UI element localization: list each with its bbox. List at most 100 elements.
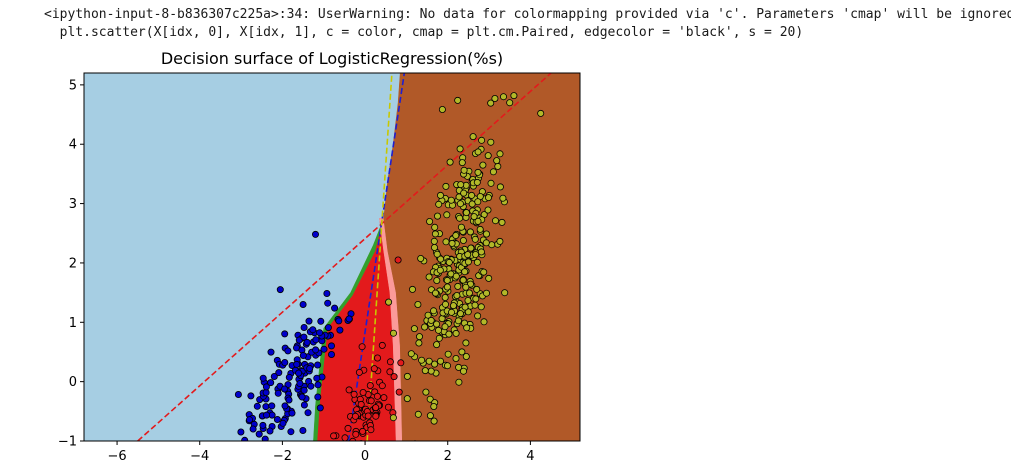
scatter-point [378, 341, 386, 349]
scatter-point [349, 437, 357, 441]
warning-line-1: <ipython-input-8-b836307c225a>:34: UserW… [44, 7, 1011, 22]
scatter-point [460, 166, 468, 174]
scatter-point [431, 223, 439, 231]
scatter-point [316, 329, 324, 337]
scatter-point [359, 388, 367, 396]
scatter-point [443, 276, 451, 284]
scatter-point [456, 214, 464, 222]
scatter-point [462, 339, 470, 347]
scatter-point [474, 148, 482, 156]
scatter-point [378, 382, 386, 390]
scatter-point [276, 286, 284, 294]
scatter-point [255, 430, 263, 438]
scatter-point [467, 244, 475, 252]
scatter-point [456, 200, 464, 208]
scatter-point [327, 350, 335, 358]
scatter-point [367, 397, 375, 405]
y-tick-label: 3 [69, 197, 77, 212]
scatter-point [247, 392, 255, 400]
scatter-point [241, 436, 249, 441]
scatter-point [262, 383, 270, 391]
scatter-point [397, 359, 405, 367]
scatter-point [454, 317, 462, 325]
scatter-point [496, 150, 504, 158]
scatter-point [284, 347, 292, 355]
scatter-point [464, 258, 472, 266]
y-tick-label: 4 [69, 138, 77, 153]
scatter-point [430, 243, 438, 251]
scatter-point [314, 393, 322, 401]
scatter-point [262, 411, 270, 419]
scatter-point [441, 300, 449, 308]
y-axis: −1 0 1 2 3 4 5 [58, 78, 84, 450]
scatter-point [287, 428, 295, 436]
scatter-point [433, 250, 441, 258]
scatter-point [433, 212, 441, 220]
scatter-point [476, 225, 484, 233]
scatter-point [427, 457, 433, 463]
scatter-point [384, 403, 392, 411]
scatter-point [430, 417, 438, 425]
scatter-point [351, 412, 359, 420]
scatter-point [482, 239, 490, 247]
scatter-point [463, 324, 471, 332]
scatter-point [445, 258, 453, 266]
y-tick-label: 0 [69, 375, 77, 390]
scatter-point [477, 248, 485, 256]
scatter-point [435, 334, 443, 342]
scatter-point [415, 333, 423, 341]
scatter-point [249, 425, 257, 433]
scatter-point [436, 266, 444, 274]
scatter-point [359, 427, 367, 435]
scatter-point [462, 209, 470, 217]
scatter-point [473, 178, 481, 186]
scatter-point [443, 211, 451, 219]
scatter-point [442, 238, 450, 246]
scatter-point [246, 446, 252, 452]
scatter-point [385, 298, 393, 306]
scatter-point [386, 368, 394, 376]
scatter-point [537, 109, 545, 117]
scatter-point [403, 395, 411, 403]
scatter-point [477, 303, 485, 311]
scatter-point [422, 388, 430, 396]
scatter-point [472, 295, 480, 303]
scatter-point [412, 440, 418, 441]
scatter-point [300, 323, 308, 331]
scatter-point [443, 283, 451, 291]
scatter-point [380, 394, 388, 402]
scatter-point [435, 200, 443, 208]
scatter-point [299, 351, 307, 359]
scatter-point [262, 447, 268, 453]
scatter-point [314, 381, 322, 389]
scatter-point [474, 312, 482, 320]
scatter-point [229, 444, 235, 450]
scatter-point [431, 289, 439, 297]
scatter-point [430, 307, 438, 315]
x-tick-label: −2 [273, 449, 292, 464]
scatter-point [456, 145, 464, 153]
scatter-point [279, 419, 287, 427]
scatter-point [501, 289, 509, 297]
decision-lines [137, 73, 552, 441]
scatter-point [487, 99, 495, 107]
scatter-point [341, 434, 349, 441]
scatter-point [430, 237, 438, 245]
scatter-point [285, 373, 293, 381]
scatter-point [460, 189, 468, 197]
scatter-point [459, 236, 467, 244]
scatter-point [386, 358, 394, 366]
scatter-point [472, 250, 480, 258]
scatter-point [331, 304, 339, 312]
x-axis: −6 −4 −2 0 2 4 [107, 441, 535, 464]
scatter-point [281, 402, 289, 410]
scatter-point [237, 428, 245, 436]
scatter-point [350, 390, 358, 398]
scatter-point [364, 412, 372, 420]
chart-title: Decision surface of LogisticRegression(%… [161, 49, 503, 68]
scatter-point [296, 379, 304, 387]
scatter-point [372, 412, 380, 420]
scatter-point [470, 213, 478, 221]
scatter-point [281, 358, 289, 366]
